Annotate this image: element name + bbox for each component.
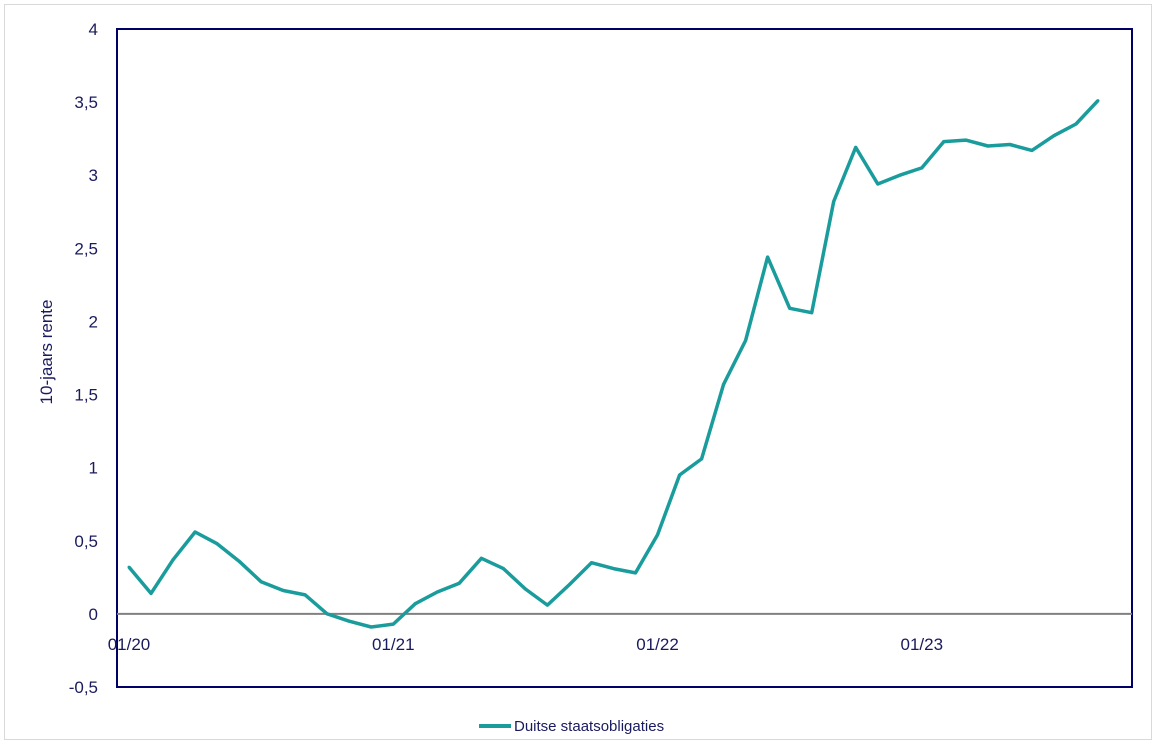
series-point: [942, 140, 946, 144]
series-point: [656, 533, 660, 537]
series-point: [127, 565, 131, 569]
legend-label: Duitse staatsobligaties: [514, 718, 664, 735]
y-tick-label: 1,5: [74, 386, 98, 405]
series-point: [589, 561, 593, 565]
legend: Duitse staatsobligaties: [479, 718, 664, 735]
series-point: [325, 612, 329, 616]
y-axis-title: 10-jaars rente: [37, 300, 56, 405]
series-point: [391, 622, 395, 626]
x-tick-label: 01/20: [108, 635, 151, 654]
series-group: [127, 99, 1100, 629]
series-point: [435, 590, 439, 594]
x-tick-label: 01/23: [901, 635, 944, 654]
series-point: [634, 571, 638, 575]
series-point: [766, 255, 770, 259]
series-point: [413, 602, 417, 606]
series-point: [171, 558, 175, 562]
series-point: [1052, 134, 1056, 138]
series-point: [347, 619, 351, 623]
y-tick-label: 0,5: [74, 532, 98, 551]
series-point: [832, 200, 836, 204]
series-point: [149, 591, 153, 595]
y-tick-label: 4: [89, 20, 98, 39]
chart-frame: [4, 4, 1152, 740]
series-point: [854, 145, 858, 149]
series-point: [964, 138, 968, 142]
series-point: [810, 311, 814, 315]
y-tick-label: 1: [89, 459, 98, 478]
plot-area: [116, 28, 1133, 688]
series-point: [898, 173, 902, 177]
series-point: [567, 583, 571, 587]
y-tick-label: 0: [89, 605, 98, 624]
x-axis-ticks: 01/20 01/21 01/22 01/23: [108, 635, 943, 654]
y-tick-label: -0,5: [69, 678, 98, 697]
y-tick-label: 3,5: [74, 93, 98, 112]
series-point: [303, 593, 307, 597]
series-point: [1008, 143, 1012, 147]
series-point: [369, 625, 373, 629]
y-tick-label: 2: [89, 312, 98, 331]
series-point: [281, 588, 285, 592]
series-point: [457, 581, 461, 585]
y-tick-label: 2,5: [74, 239, 98, 258]
series-point: [986, 144, 990, 148]
series-point: [501, 567, 505, 571]
series-point: [788, 306, 792, 310]
series-point: [722, 382, 726, 386]
x-tick-label: 01/22: [636, 635, 679, 654]
series-line: [127, 99, 1100, 629]
y-tick-label: 3: [89, 166, 98, 185]
series-point: [259, 580, 263, 584]
series-point: [678, 473, 682, 477]
series-point: [1096, 99, 1100, 103]
series-point: [1074, 122, 1078, 126]
series-point: [193, 530, 197, 534]
series-point: [700, 457, 704, 461]
y-axis-ticks: -0,5 0 0,5 1 1,5 2 2,5 3 3,5 4: [69, 20, 98, 697]
series-point: [523, 587, 527, 591]
series-point: [479, 556, 483, 560]
series-point: [215, 542, 219, 546]
x-tick-label: 01/21: [372, 635, 415, 654]
series-point: [876, 182, 880, 186]
series-point: [545, 603, 549, 607]
series-point: [1030, 148, 1034, 152]
series-point: [611, 567, 615, 571]
series-point: [744, 338, 748, 342]
series-point: [920, 166, 924, 170]
series-point: [237, 559, 241, 563]
